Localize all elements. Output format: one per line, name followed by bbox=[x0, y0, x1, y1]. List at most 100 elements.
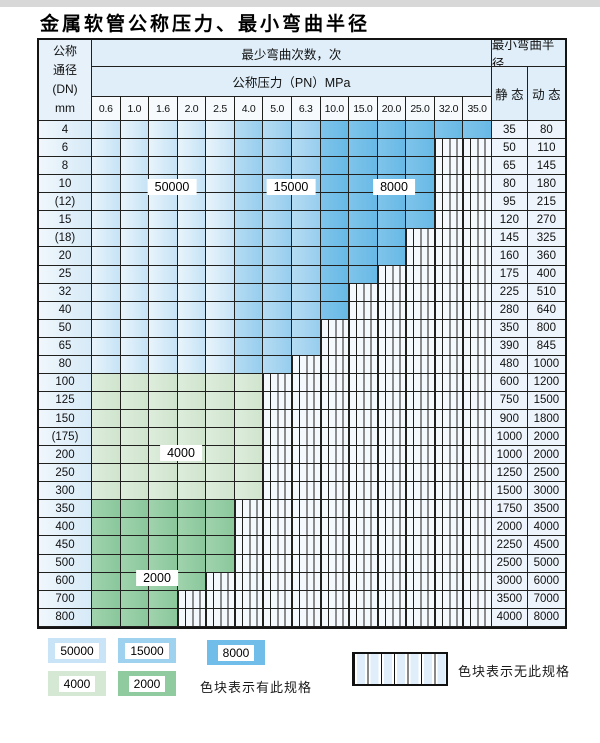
pressure-cell bbox=[149, 283, 178, 302]
pressure-cell bbox=[263, 247, 292, 266]
pressure-cell bbox=[406, 428, 435, 447]
cycle-label-overlay-15000: 15000 bbox=[266, 179, 316, 195]
pressure-cell bbox=[206, 121, 235, 140]
pressure-cell bbox=[349, 536, 378, 555]
pressure-col-header: 2.0 bbox=[177, 97, 207, 121]
pressure-cell bbox=[349, 265, 378, 284]
pressure-cell bbox=[349, 337, 378, 356]
pressure-cell bbox=[234, 247, 264, 266]
pressure-cell bbox=[377, 337, 407, 356]
dynamic-cell: 510 bbox=[527, 283, 565, 302]
pressure-col-header: 1.0 bbox=[120, 97, 150, 121]
pressure-cell bbox=[120, 554, 150, 573]
dn-cell: 200 bbox=[39, 446, 92, 465]
pressure-cell bbox=[92, 265, 121, 284]
pressure-cell bbox=[149, 590, 178, 609]
pressure-cell bbox=[206, 193, 235, 212]
pressure-cell bbox=[434, 265, 464, 284]
pressure-cell bbox=[434, 391, 464, 410]
cycle-label-overlay-2000: 2000 bbox=[136, 570, 178, 586]
pressure-cell bbox=[206, 590, 235, 609]
pressure-cell bbox=[434, 283, 464, 302]
pressure-cell bbox=[320, 337, 350, 356]
pressure-cell bbox=[320, 428, 350, 447]
pressure-cell bbox=[291, 518, 321, 537]
pressure-cell bbox=[320, 373, 350, 392]
pressure-cell bbox=[92, 193, 121, 212]
dynamic-cell: 325 bbox=[527, 229, 565, 248]
pressure-cell bbox=[206, 518, 235, 537]
pressure-cell bbox=[434, 428, 464, 447]
pressure-cell bbox=[463, 193, 492, 212]
pressure-cell bbox=[177, 464, 207, 483]
pressure-cell bbox=[263, 301, 292, 320]
dn-cell: 25 bbox=[39, 265, 92, 284]
pressure-cell bbox=[377, 608, 407, 627]
pressure-cell bbox=[320, 319, 350, 338]
pressure-cell bbox=[463, 373, 492, 392]
pressure-cell bbox=[206, 572, 235, 591]
pressure-cell bbox=[92, 301, 121, 320]
pressure-cell bbox=[120, 301, 150, 320]
pressure-cell bbox=[320, 446, 350, 465]
pressure-cell bbox=[92, 373, 121, 392]
dynamic-cell: 845 bbox=[527, 337, 565, 356]
pressure-cell bbox=[377, 121, 407, 140]
pressure-cell bbox=[463, 247, 492, 266]
pressure-cell bbox=[463, 554, 492, 573]
pressure-cell bbox=[206, 608, 235, 627]
pressure-cell bbox=[263, 121, 292, 140]
cycle-label-overlay-8000: 8000 bbox=[373, 179, 415, 195]
pressure-cell bbox=[406, 283, 435, 302]
pressure-cell bbox=[377, 590, 407, 609]
pressure-cell bbox=[92, 283, 121, 302]
pressure-cell bbox=[206, 428, 235, 447]
pressure-cell bbox=[263, 319, 292, 338]
dynamic-cell: 8000 bbox=[527, 608, 565, 627]
pressure-cell bbox=[291, 500, 321, 519]
pressure-cell bbox=[177, 265, 207, 284]
pressure-cell bbox=[463, 301, 492, 320]
dynamic-cell: 1200 bbox=[527, 373, 565, 392]
pressure-cell bbox=[120, 590, 150, 609]
dn-cell: 400 bbox=[39, 518, 92, 537]
pressure-cell bbox=[291, 391, 321, 410]
pressure-cell bbox=[120, 428, 150, 447]
pressure-cell bbox=[92, 247, 121, 266]
static-cell: 350 bbox=[491, 319, 528, 338]
pressure-cell bbox=[406, 590, 435, 609]
legend-note-none: 色块表示无此规格 bbox=[458, 664, 571, 679]
pressure-cell bbox=[177, 500, 207, 519]
pressure-cell bbox=[463, 590, 492, 609]
pressure-cell bbox=[177, 319, 207, 338]
pressure-cell bbox=[263, 139, 292, 158]
dn-cell: 8 bbox=[39, 157, 92, 176]
dynamic-cell: 180 bbox=[527, 175, 565, 194]
static-cell: 3000 bbox=[491, 572, 528, 591]
pressure-cell bbox=[291, 139, 321, 158]
pressure-cell bbox=[263, 265, 292, 284]
pressure-cell bbox=[149, 355, 178, 374]
pressure-cell bbox=[263, 500, 292, 519]
pressure-cell bbox=[234, 301, 264, 320]
pressure-cell bbox=[434, 572, 464, 591]
pressure-cell bbox=[349, 572, 378, 591]
pressure-cell bbox=[349, 410, 378, 429]
dn-header-line: 通径 bbox=[52, 63, 77, 77]
pressure-cell bbox=[377, 500, 407, 519]
dn-cell: 300 bbox=[39, 482, 92, 501]
pressure-cell bbox=[291, 373, 321, 392]
pressure-cell bbox=[92, 428, 121, 447]
pressure-cell bbox=[234, 157, 264, 176]
pressure-cell bbox=[320, 121, 350, 140]
pressure-cell bbox=[320, 536, 350, 555]
pressure-cell bbox=[349, 500, 378, 519]
scan-top-strip bbox=[0, 0, 600, 7]
pressure-cell bbox=[120, 355, 150, 374]
pressure-cell bbox=[177, 554, 207, 573]
dn-cell: 125 bbox=[39, 391, 92, 410]
pressure-cell bbox=[92, 355, 121, 374]
dynamic-cell: 1800 bbox=[527, 410, 565, 429]
pressure-cell bbox=[120, 608, 150, 627]
pressure-cell bbox=[320, 157, 350, 176]
